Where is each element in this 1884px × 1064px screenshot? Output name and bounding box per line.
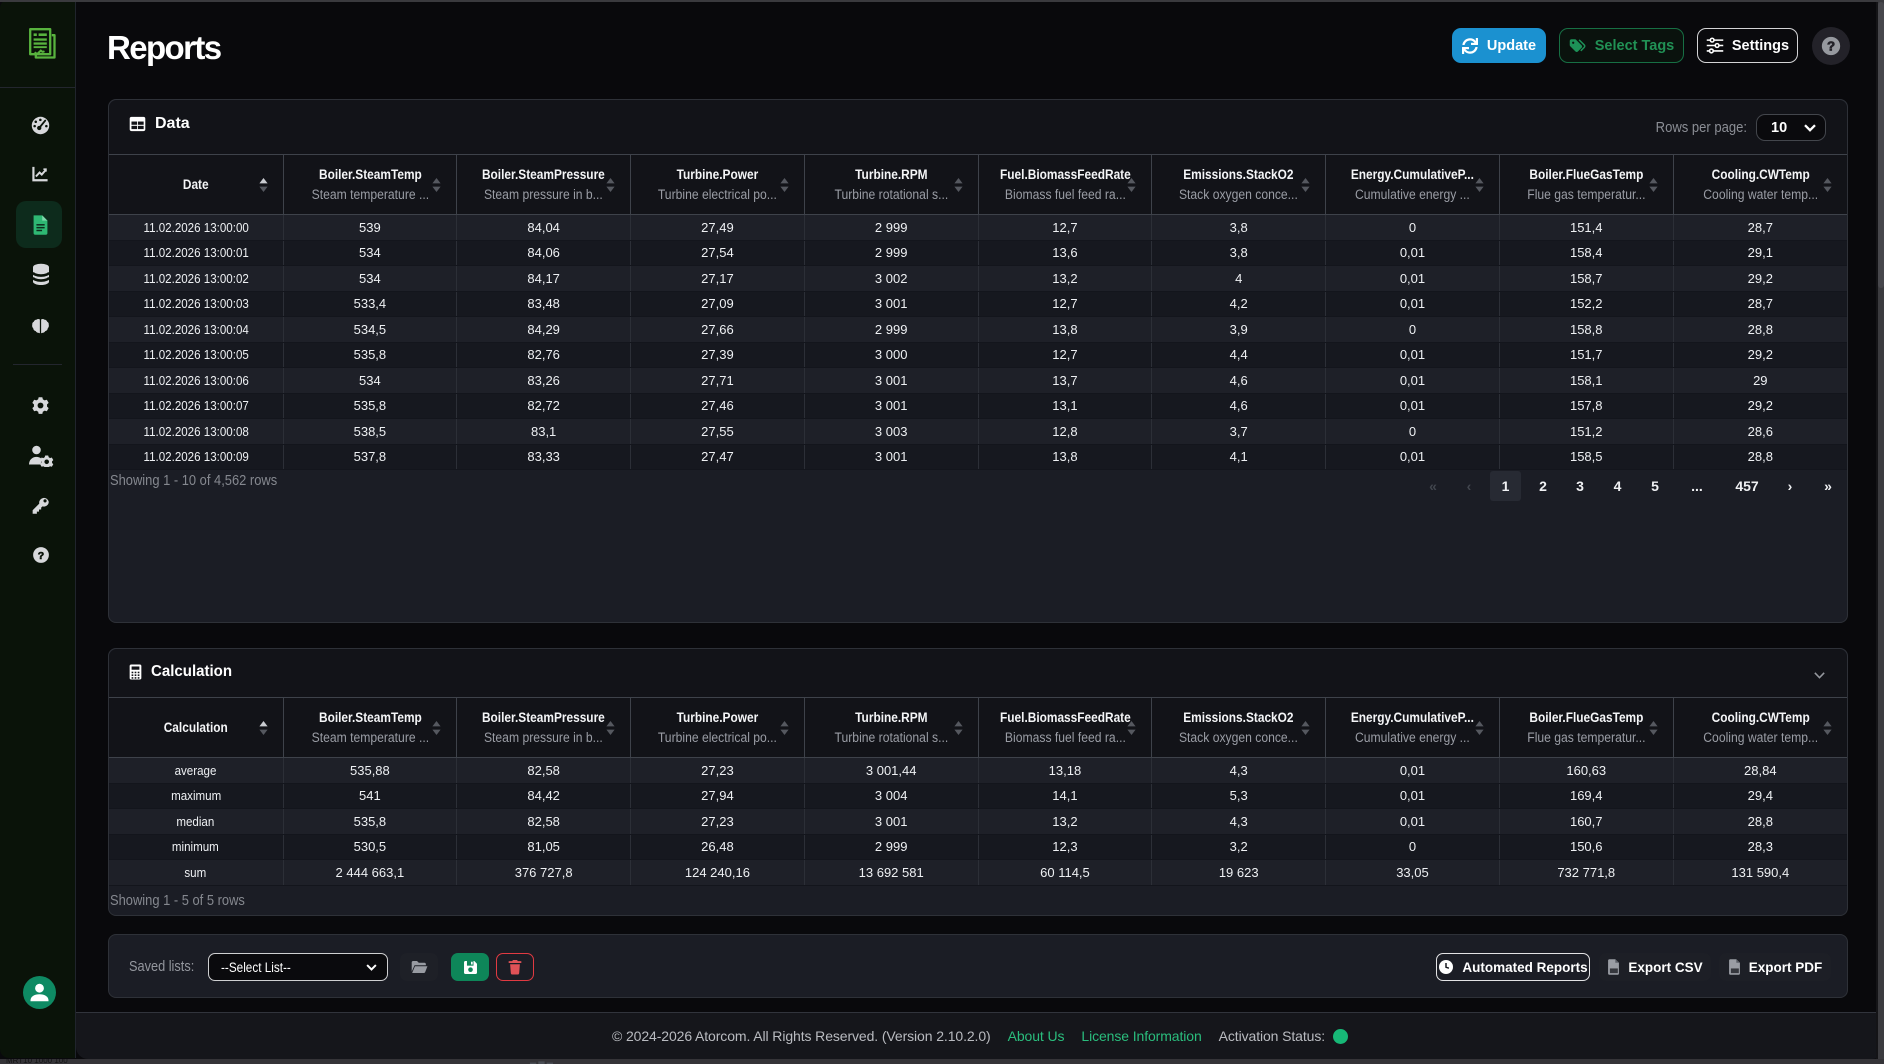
svg-text:?: ? bbox=[37, 550, 43, 562]
svg-text:?: ? bbox=[1827, 39, 1835, 54]
